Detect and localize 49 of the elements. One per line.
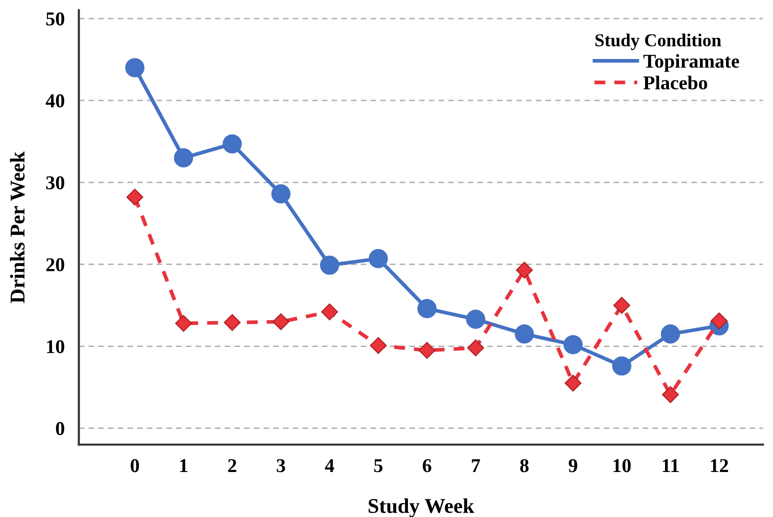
x-tick-label: 12	[710, 459, 728, 472]
x-tick-label: 4	[325, 459, 334, 472]
point	[125, 58, 144, 78]
y-tick-label: 20	[46, 258, 64, 272]
point	[613, 296, 630, 314]
point	[564, 374, 582, 392]
x-tick-label: 3	[276, 459, 286, 472]
x-tick-label: 2	[228, 459, 236, 472]
point	[710, 312, 728, 330]
y-tick-label: 30	[46, 176, 64, 190]
point	[466, 310, 486, 329]
legend-label: Placebo	[643, 76, 708, 90]
point	[224, 314, 241, 331]
legend-title: Study Condition	[595, 34, 722, 50]
y-tick-label: 40	[46, 94, 64, 108]
y-tick-label: 50	[46, 12, 64, 26]
point	[272, 313, 290, 330]
y-axis-title: Drinks Per Week	[10, 151, 25, 304]
point	[612, 356, 632, 376]
point	[320, 256, 340, 275]
point	[514, 324, 534, 344]
point	[417, 299, 437, 318]
point	[660, 324, 680, 344]
x-tick-label: 10	[614, 459, 631, 472]
point	[370, 337, 387, 354]
x-tick-label: 8	[520, 459, 529, 472]
x-axis-title: Study Week	[368, 498, 474, 517]
point	[563, 335, 583, 354]
point	[662, 386, 679, 404]
point	[222, 134, 242, 154]
y-tick-label: 0	[56, 422, 64, 436]
point	[126, 188, 144, 206]
point	[467, 340, 484, 356]
point	[418, 342, 436, 359]
x-tick-label: 1	[180, 459, 188, 472]
point	[174, 148, 194, 168]
point	[271, 184, 290, 204]
y-tick-label: 10	[47, 340, 64, 354]
x-tick-label: 9	[568, 459, 578, 472]
x-tick-label: 7	[472, 459, 480, 472]
point	[516, 262, 533, 278]
x-tick-label: 5	[374, 459, 382, 472]
x-tick-label: 0	[130, 459, 139, 472]
point	[368, 249, 388, 268]
point	[175, 314, 192, 332]
legend-label: Topiramate	[643, 54, 740, 72]
x-tick-label: 11	[662, 459, 679, 472]
point	[321, 303, 338, 320]
x-tick-label: 6	[422, 459, 432, 472]
